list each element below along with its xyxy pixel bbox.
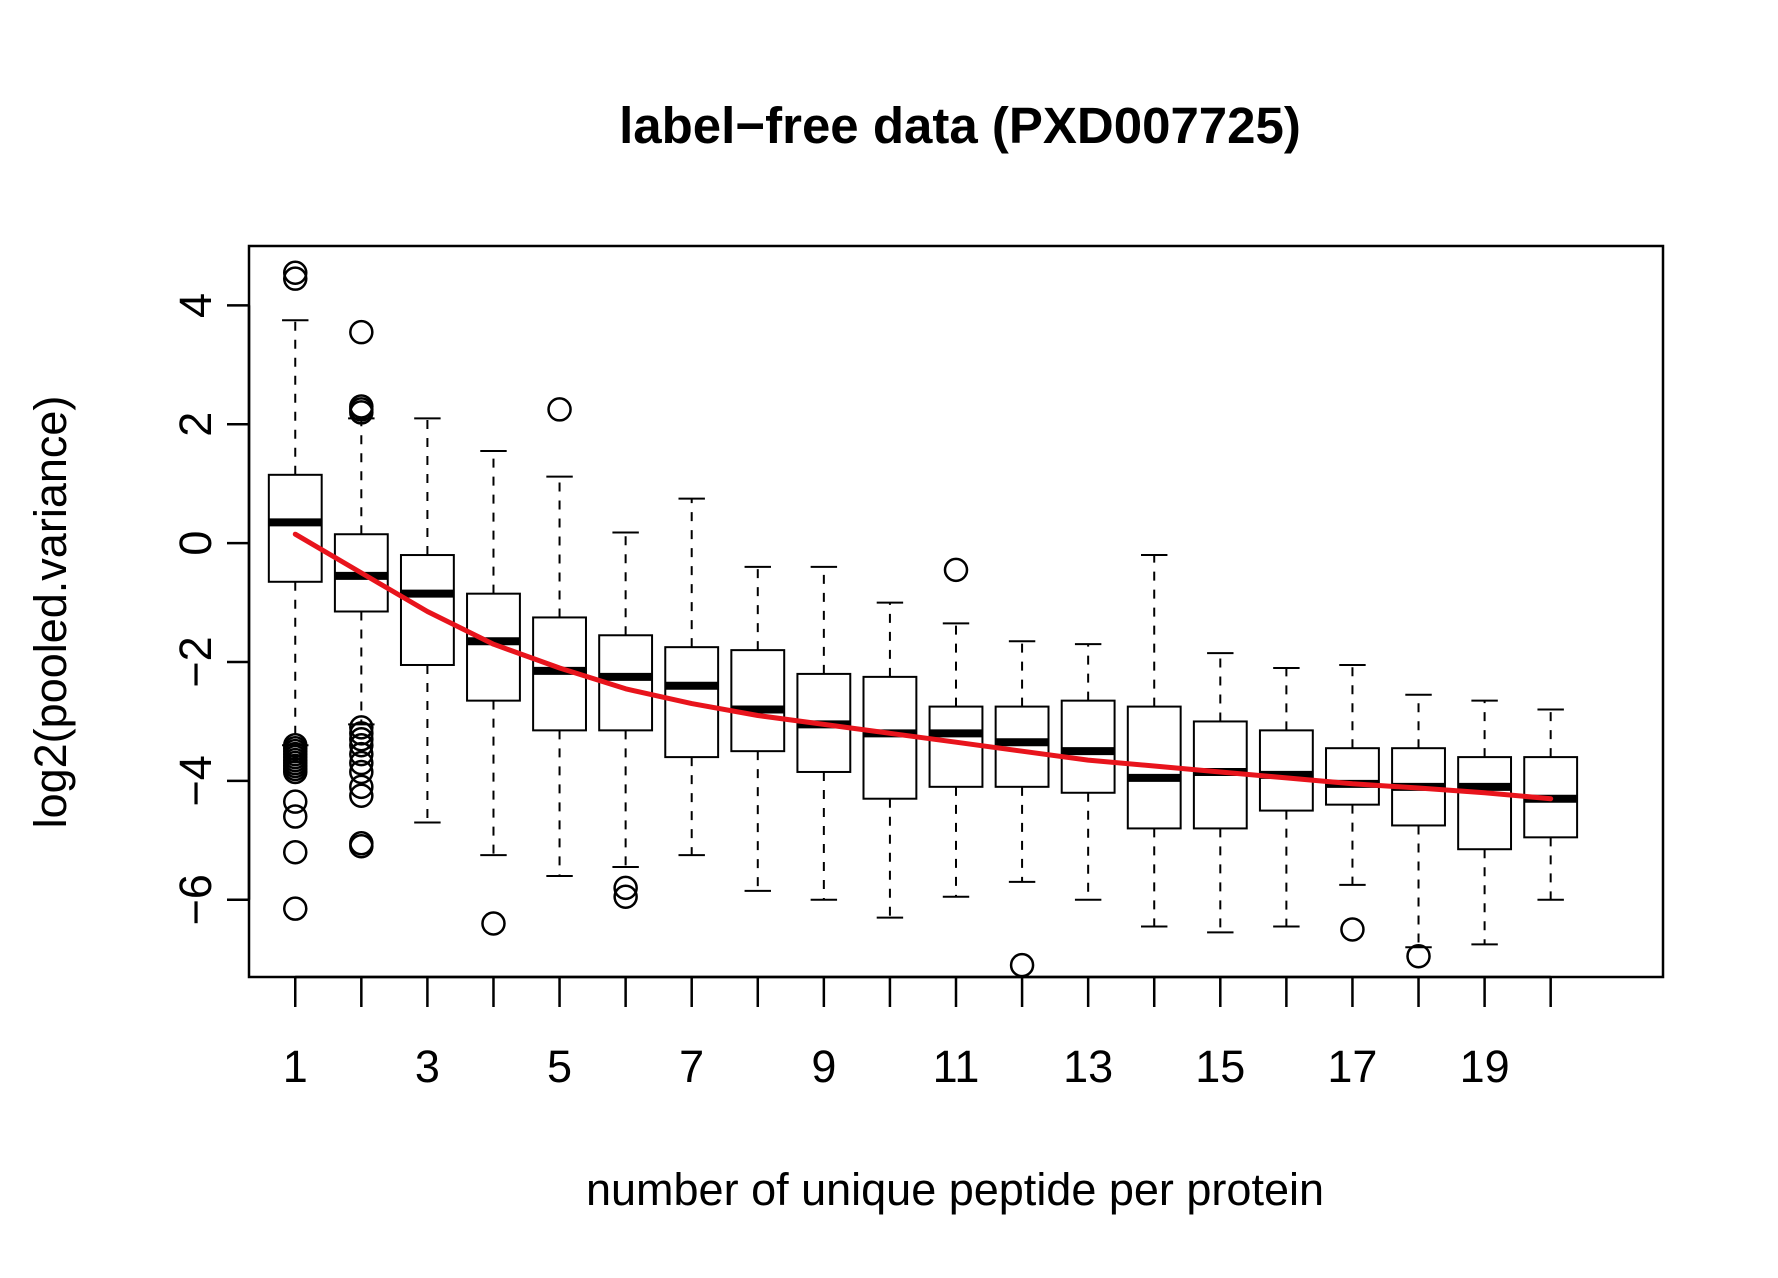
- box-10: [862, 601, 918, 919]
- outlier-point: [349, 715, 374, 740]
- outlier-point: [547, 397, 572, 422]
- outlier-point: [613, 884, 638, 910]
- box-17: [1325, 663, 1380, 942]
- box-12: [994, 640, 1050, 978]
- x-tick-label: 9: [811, 1041, 836, 1092]
- iqr-box: [1258, 729, 1314, 812]
- box-6: [598, 531, 654, 910]
- outlier-point: [1009, 952, 1035, 978]
- y-axis-label: log2(pooled.variance): [25, 396, 76, 829]
- iqr-box: [1060, 699, 1116, 794]
- boxes-group: [267, 260, 1579, 978]
- box-4: [466, 450, 521, 936]
- box-1: [267, 260, 323, 921]
- box-8: [730, 565, 786, 892]
- y-tick-label: −4: [170, 755, 221, 806]
- iqr-box: [1325, 747, 1380, 806]
- outlier-point: [283, 839, 308, 865]
- box-15: [1192, 652, 1248, 934]
- box-9: [796, 565, 852, 901]
- x-tick-label: 19: [1460, 1041, 1510, 1092]
- outlier-point: [283, 260, 308, 285]
- box-13: [1060, 643, 1116, 901]
- box-16: [1258, 666, 1314, 928]
- box-18: [1391, 693, 1446, 969]
- outlier-point: [349, 834, 374, 859]
- outlier-point: [349, 774, 374, 800]
- x-tick-label: 15: [1195, 1041, 1245, 1092]
- outlier-point: [349, 732, 374, 758]
- y-tick-label: 2: [170, 412, 221, 437]
- outlier-point: [283, 789, 308, 814]
- x-tick-label: 5: [547, 1041, 572, 1092]
- box-7: [664, 497, 720, 857]
- outlier-point: [943, 557, 969, 583]
- outlier-point: [1406, 943, 1431, 969]
- outlier-point: [349, 727, 374, 752]
- outlier-point: [613, 875, 638, 901]
- iqr-box: [267, 473, 323, 583]
- iqr-box: [1457, 756, 1513, 851]
- outlier-point: [283, 896, 308, 921]
- chart-title: label−free data (PXD007725): [619, 97, 1301, 154]
- x-tick-label: 11: [933, 1041, 980, 1092]
- outlier-point: [283, 804, 308, 829]
- iqr-box: [730, 649, 786, 753]
- box-2: [333, 319, 389, 859]
- outlier-point: [349, 400, 374, 425]
- outlier-point: [1340, 917, 1365, 942]
- x-tick-label: 7: [679, 1041, 704, 1092]
- x-axis: 1 3 5 7 9 11 13 15 17 19: [283, 975, 1552, 1092]
- outlier-point: [349, 750, 374, 776]
- outlier-point: [283, 266, 308, 291]
- outlier-point: [283, 759, 308, 785]
- x-tick-label: 17: [1327, 1041, 1377, 1092]
- x-axis-label: number of unique peptide per protein: [586, 1164, 1324, 1215]
- outlier-point: [349, 759, 374, 785]
- y-tick-label: −6: [170, 874, 221, 925]
- y-tick-label: 4: [170, 293, 221, 318]
- box-14: [1126, 554, 1182, 928]
- trend-line: [292, 531, 1554, 802]
- box-5: [532, 397, 587, 877]
- y-tick-label: −2: [170, 636, 221, 687]
- y-tick-label: 0: [170, 531, 221, 556]
- iqr-box: [466, 592, 521, 702]
- box-19: [1457, 699, 1513, 946]
- box-20: [1523, 708, 1579, 901]
- box-11: [928, 557, 984, 898]
- outlier-point: [349, 319, 374, 345]
- trend-group: [292, 531, 1554, 802]
- outlier-point: [349, 741, 374, 767]
- outlier-point: [349, 783, 374, 808]
- x-tick-label: 1: [283, 1041, 308, 1092]
- x-tick-label: 13: [1063, 1041, 1113, 1092]
- outlier-point: [481, 911, 506, 936]
- y-axis: −6 −4 −2 0 2 4: [170, 293, 251, 925]
- x-tick-label: 3: [415, 1041, 440, 1092]
